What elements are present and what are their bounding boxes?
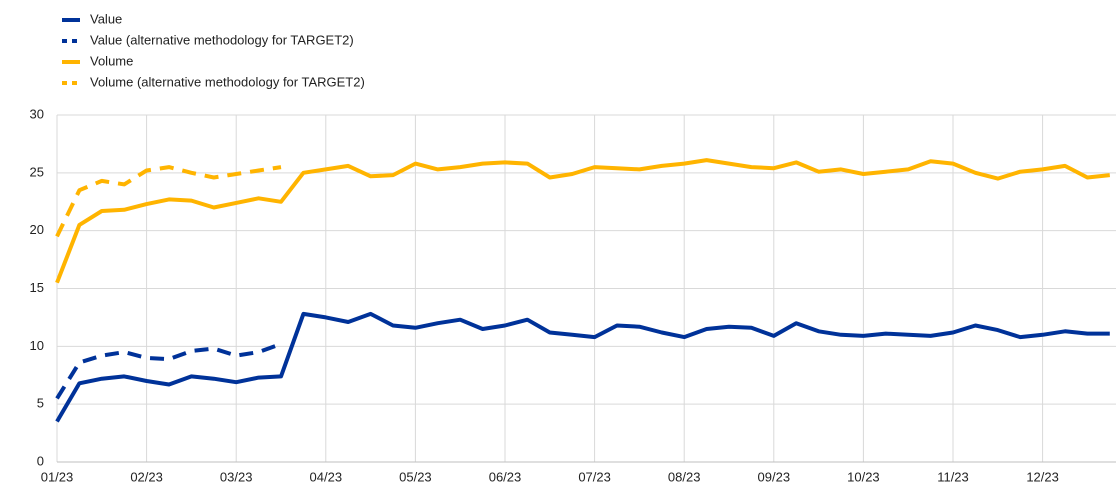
x-tick-label: 10/23 [847, 469, 880, 484]
series-line [55, 311, 1110, 423]
x-tick-label: 08/23 [668, 469, 701, 484]
legend-label: Value [90, 11, 122, 26]
y-tick-label: 20 [30, 222, 44, 237]
x-tick-label: 11/23 [937, 469, 969, 484]
y-tick-label: 30 [30, 106, 44, 121]
series-line [55, 342, 282, 400]
legend-label: Volume (alternative methodology for TARG… [90, 74, 365, 89]
y-tick-label: 0 [37, 453, 44, 468]
y-tick-label: 5 [37, 396, 44, 411]
x-tick-label: 02/23 [130, 469, 163, 484]
series-line [55, 165, 282, 238]
x-tick-label: 05/23 [399, 469, 432, 484]
legend-label: Volume [90, 53, 133, 68]
x-tick-label: 09/23 [758, 469, 791, 484]
x-tick-label: 03/23 [220, 469, 253, 484]
series-line [55, 158, 1111, 284]
y-tick-label: 15 [30, 280, 44, 295]
y-tick-label: 25 [30, 164, 44, 179]
x-tick-label: 01/23 [41, 469, 74, 484]
legend-label: Value (alternative methodology for TARGE… [90, 32, 354, 47]
x-tick-label: 04/23 [310, 469, 343, 484]
y-tick-label: 10 [30, 338, 44, 353]
x-tick-label: 12/23 [1026, 469, 1059, 484]
x-tick-label: 07/23 [578, 469, 611, 484]
x-tick-label: 06/23 [489, 469, 522, 484]
